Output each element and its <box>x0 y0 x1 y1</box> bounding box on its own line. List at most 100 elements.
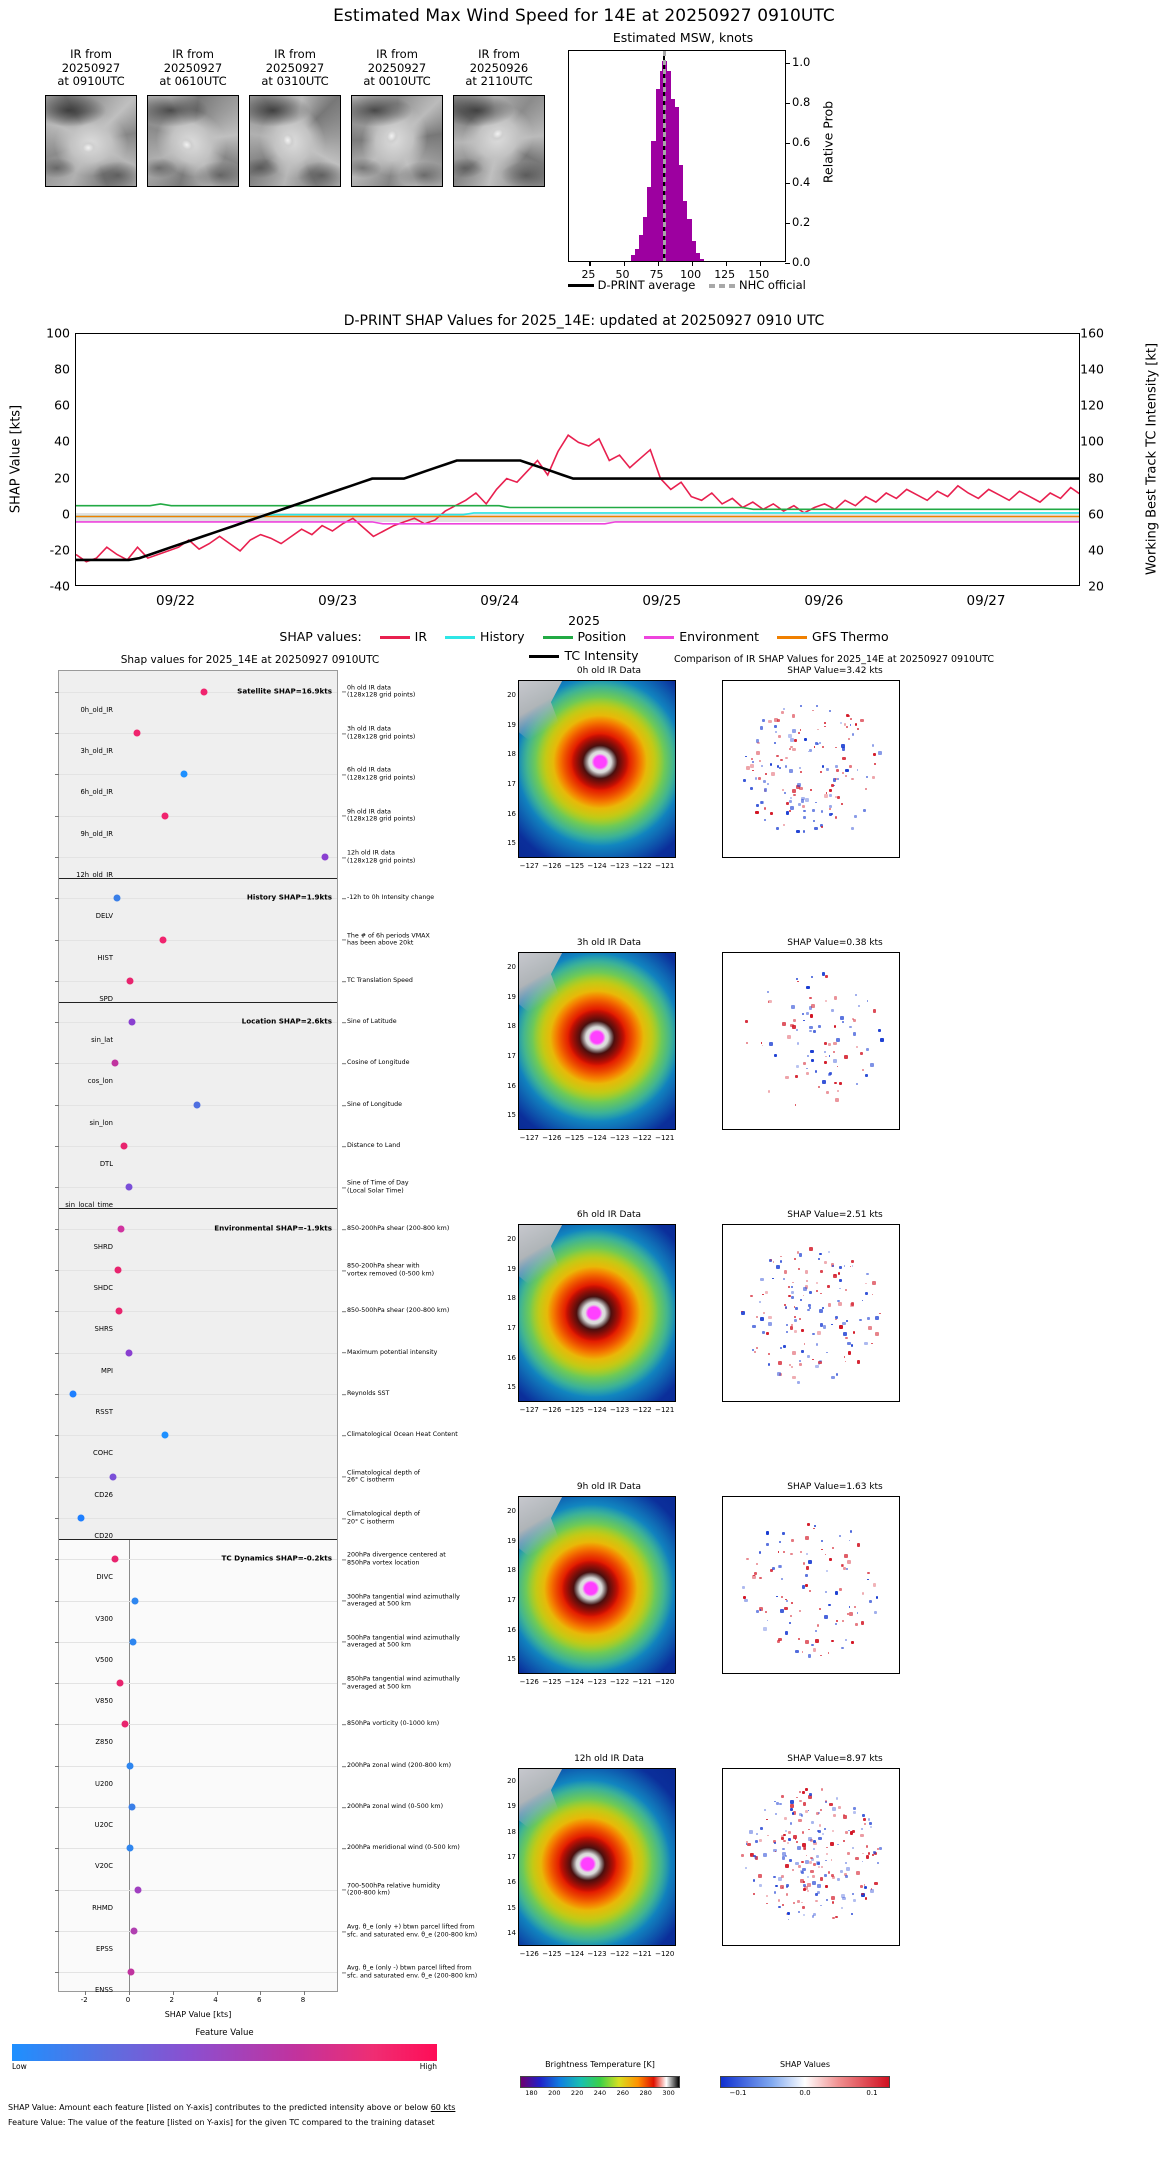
histogram-x-tick <box>657 261 659 266</box>
shap-pixel <box>753 1572 757 1576</box>
shap-pixel <box>866 1316 870 1320</box>
beeswarm-y-tick <box>55 1807 59 1809</box>
shap-pixel <box>799 1812 803 1816</box>
shap-field-image <box>722 1224 900 1402</box>
shap-pixel <box>820 1654 822 1657</box>
beeswarm-y-tick <box>55 1435 59 1437</box>
shap-pixel <box>831 1264 834 1267</box>
shap-pixel <box>849 1530 853 1533</box>
ir-x-label: −125 <box>564 1134 585 1142</box>
shap-pixel <box>819 742 821 744</box>
shap-pixel <box>795 1064 800 1068</box>
ir-y-label: 20 <box>507 1506 516 1515</box>
shap-pixel <box>792 747 796 752</box>
shap-pixel <box>790 745 793 749</box>
shap-pixel <box>767 1315 772 1320</box>
ir-caption: IR from 20250927 at 0610UTC <box>147 47 239 93</box>
shap-feature-panel: Shap values for 2025_14E at 20250927 091… <box>0 652 500 2092</box>
histogram-bar <box>674 107 680 261</box>
shap-pixel <box>802 1562 806 1565</box>
shap-pixel <box>866 1048 870 1051</box>
comparison-row: 9h old IR Data SHAP Value=1.63 kts 20 19 18 1… <box>500 1482 1168 1744</box>
ts-y-tick-left <box>75 551 76 552</box>
shap-pixel <box>824 1884 829 1889</box>
ts-x-label: 09/24 <box>480 593 520 609</box>
shap-pixel <box>848 1605 851 1608</box>
shap-pixel <box>772 1566 776 1570</box>
shap-pixel <box>830 1323 833 1326</box>
beeswarm-dot <box>131 1597 139 1605</box>
beeswarm-feature-description: TC Translation Speed <box>342 977 413 985</box>
shap-pixel <box>805 1536 809 1540</box>
shap-pixel <box>753 1893 755 1896</box>
ts-series-ir <box>76 434 1079 563</box>
ir-x-tick <box>621 857 622 858</box>
shap-pixel <box>804 1787 808 1791</box>
legend-swatch <box>777 636 808 639</box>
shap-pixel <box>803 1913 806 1916</box>
shap-pixel <box>783 823 786 826</box>
histogram-bar <box>635 249 640 261</box>
shap-pixel <box>852 1898 857 1903</box>
beeswarm-row-line <box>59 1476 337 1478</box>
ts-x-tick <box>825 585 826 586</box>
legend-label: D-PRINT average <box>597 278 696 292</box>
ir-caption-line3: at 0310UTC <box>261 74 329 88</box>
shap-pixel <box>813 1842 817 1846</box>
ir-x-label: −127 <box>519 1406 539 1414</box>
ts-y-label-left: 0 <box>62 506 70 522</box>
beeswarm-row-line <box>59 1807 337 1809</box>
shap-pixel <box>767 1363 771 1367</box>
shap-pixel <box>815 1639 819 1643</box>
shap-pixel <box>793 1330 798 1334</box>
shap-pixel <box>823 722 826 725</box>
shap-pixel <box>842 1566 846 1570</box>
shap-pixel <box>782 1277 785 1280</box>
shap-pixel <box>862 809 866 813</box>
shap-pixel <box>773 1848 778 1853</box>
beeswarm-x-tick <box>129 1991 130 1995</box>
ir-panel-title: 12h old IR Data <box>574 1754 644 1764</box>
histogram-bar <box>690 241 696 261</box>
shap-pixel <box>807 1882 812 1887</box>
beeswarm-feature-description: Maximum potential intensity <box>341 1348 438 1356</box>
histogram-y-tick <box>785 223 790 225</box>
ts-y-label-right: 120 <box>1080 397 1104 413</box>
ir-x-label: −124 <box>564 1950 585 1958</box>
shap-pixel <box>766 1619 769 1622</box>
shap-pixel <box>845 1319 848 1322</box>
ir-data-image <box>518 680 676 858</box>
shap-pixel <box>849 1265 852 1268</box>
ir-y-tick <box>518 1571 519 1572</box>
shap-pixel <box>818 1836 822 1841</box>
shap-pixel <box>808 1006 813 1010</box>
shap-pixel <box>779 1885 784 1889</box>
shap-pixel <box>831 1375 835 1379</box>
beeswarm-dot <box>111 1059 119 1067</box>
beeswarm-dot <box>133 729 141 737</box>
shap-pixel <box>788 1859 792 1863</box>
shap-pixel <box>820 1866 823 1868</box>
shap-pixel <box>811 975 814 978</box>
ir-y-tick <box>518 1782 519 1783</box>
shap-pixel <box>810 1050 814 1054</box>
beeswarm-feature-description: 200hPa zonal wind (0-500 km) <box>341 1803 444 1811</box>
shap-pixel <box>764 773 767 776</box>
shap-pixel <box>765 1531 770 1535</box>
shap-pixel <box>761 1044 764 1047</box>
shap-pixel <box>809 997 812 1000</box>
shap-pixel <box>793 739 797 743</box>
shap-pixel <box>759 1609 762 1612</box>
shap-pixel <box>817 1829 822 1833</box>
feature-value-title: Feature Value <box>195 2028 254 2038</box>
beeswarm-feature-description: 850hPa vorticity (0-1000 km) <box>341 1720 440 1728</box>
shap-pixel <box>815 1343 819 1346</box>
ir-x-tick <box>530 1401 531 1402</box>
ir-y-tick <box>518 1858 519 1859</box>
shap-pixel <box>769 1259 772 1262</box>
beeswarm-row-line <box>59 1724 337 1726</box>
shap-pixel <box>776 1264 781 1269</box>
shap-pixel <box>821 764 825 768</box>
ir-y-label: 15 <box>507 1383 516 1392</box>
shap-pixel <box>843 1265 846 1267</box>
